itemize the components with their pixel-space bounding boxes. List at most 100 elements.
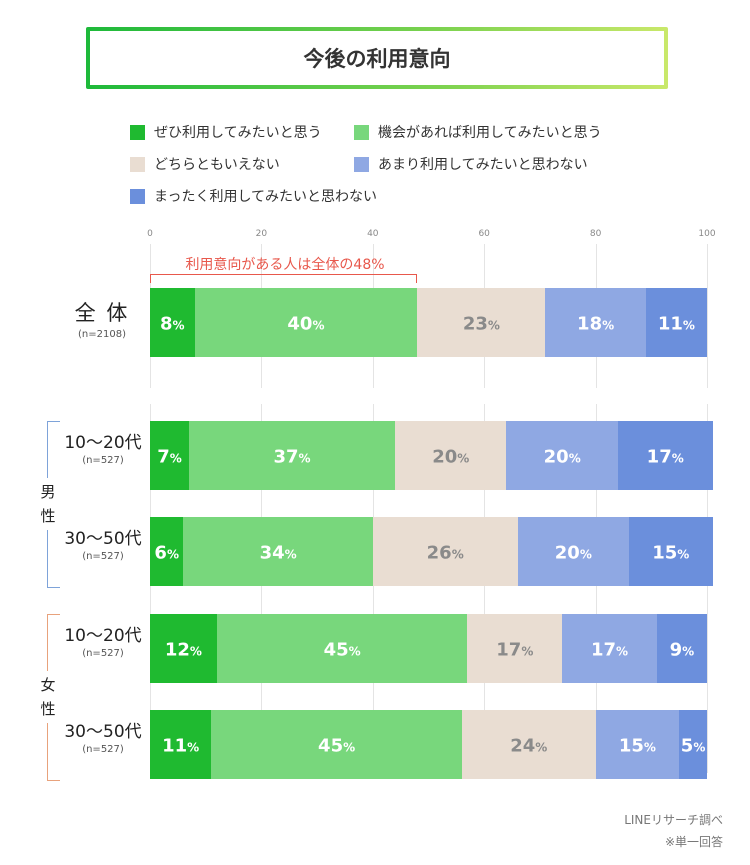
- legend-swatch-neutral: [130, 156, 145, 172]
- gridline: [707, 404, 708, 773]
- bar-segment-not-at-all: [645, 288, 707, 357]
- annotation-bracket: [150, 274, 418, 283]
- gridline: [150, 404, 151, 773]
- row-title-main: 10～20代: [64, 626, 142, 646]
- answer-type-note: ※単一回答: [664, 835, 723, 849]
- bar-segment-definitely: [150, 421, 189, 490]
- axis-tick-label: 40: [367, 229, 379, 239]
- bar-value-label: 24%: [510, 735, 548, 756]
- bar-segment-definitely: [150, 288, 195, 357]
- bar-segment-neutral: [461, 710, 596, 779]
- bar-segment-not-at-all: [679, 710, 707, 779]
- bar-value-label: 6%: [154, 542, 179, 563]
- row-sample-size: (n=2108): [78, 329, 126, 340]
- legend-swatch-not-at-all: [130, 188, 145, 204]
- bar-segment-if-chance: [211, 710, 462, 779]
- bar-segment-neutral: [417, 288, 546, 357]
- bar-segment-not-much: [517, 517, 629, 586]
- bar-value-label: 17%: [646, 446, 684, 467]
- legend-item-not-at-all: まったく利用してみたいと思わない: [130, 186, 377, 206]
- group-label: 女性: [40, 675, 56, 718]
- bar-value-label: 8%: [159, 313, 185, 334]
- row-sample-size: (n=527): [82, 744, 124, 755]
- bar-segment-if-chance: [194, 288, 418, 357]
- legend-item-neutral: どちらともいえない: [130, 154, 280, 174]
- row-title: 30～50代 (n=527): [64, 524, 141, 562]
- legend-swatch-definitely: [130, 124, 145, 140]
- bar-value-label: 34%: [259, 542, 297, 563]
- bar-segment-neutral: [467, 614, 563, 683]
- legend-label-definitely: ぜひ利用してみたいと思う: [154, 125, 322, 141]
- row-title-main: 10～20代: [64, 433, 142, 453]
- source-credit: LINEリサーチ調べ: [624, 813, 723, 827]
- row-title-main: 30～50代: [64, 722, 142, 742]
- axis-tick-label: 0: [147, 229, 153, 239]
- bar-segment-definitely: [150, 710, 212, 779]
- bar-segment-neutral: [395, 421, 507, 490]
- row-sample-size: (n=527): [82, 551, 124, 562]
- axis-tick-label: 100: [698, 229, 716, 239]
- bar-value-label: 20%: [543, 446, 581, 467]
- bar-segment-definitely: [150, 614, 217, 683]
- bar-value-label: 11%: [162, 735, 200, 756]
- bar-segment-not-much: [595, 710, 680, 779]
- row-title: 全 体 (n=2108): [75, 297, 130, 340]
- row-sample-size: (n=527): [82, 648, 124, 659]
- bar-value-label: 37%: [273, 446, 311, 467]
- bar-value-label: 11%: [657, 313, 695, 334]
- row-title-main: 全 体: [74, 301, 130, 325]
- gridline: [707, 244, 708, 388]
- bar-segment-if-chance: [216, 614, 468, 683]
- row-title: 10～20代 (n=527): [64, 428, 141, 466]
- legend-item-definitely: ぜひ利用してみたいと思う: [130, 122, 322, 142]
- group-label-backdrop: [38, 477, 60, 530]
- legend-label-not-at-all: まったく利用してみたいと思わない: [154, 189, 378, 205]
- gridline: [595, 404, 597, 773]
- bar-segment-not-at-all: [617, 421, 713, 490]
- axis-tick-label: 20: [255, 229, 268, 239]
- bar-value-label: 17%: [590, 639, 629, 660]
- chart-title-text: 今後の利用意向: [303, 47, 451, 71]
- row-title-main: 30～50代: [64, 529, 142, 549]
- bar-segment-if-chance: [183, 517, 373, 586]
- bar-value-label: 12%: [164, 639, 202, 660]
- bar-segment-if-chance: [188, 421, 396, 490]
- bar-segment-not-much: [506, 421, 618, 490]
- bar-value-label: 45%: [323, 639, 361, 660]
- bar-segment-definitely: [150, 517, 184, 586]
- bar-value-label: 15%: [618, 735, 656, 756]
- bar-segment-neutral: [372, 517, 518, 586]
- bar-value-label: 26%: [426, 542, 464, 563]
- legend-item-if-chance: 機会があれば利用してみたいと思う: [354, 122, 602, 142]
- bar-value-label: 23%: [462, 313, 500, 334]
- annotation-text: 利用意向がある人は全体の48%: [185, 257, 385, 273]
- gridline: [484, 404, 486, 773]
- legend-item-not-much: あまり利用してみたいと思わない: [354, 154, 588, 174]
- bar-value-label: 18%: [577, 313, 615, 334]
- bar-value-label: 7%: [157, 446, 182, 467]
- bar-value-label: 17%: [496, 639, 534, 660]
- bar-segment-not-at-all: [656, 614, 707, 683]
- bar-value-label: 5%: [680, 735, 706, 756]
- legend-label-neutral: どちらともいえない: [154, 157, 280, 173]
- bar-value-label: 20%: [432, 446, 470, 467]
- row-title: 30～50代 (n=527): [64, 717, 141, 755]
- bar-value-label: 40%: [287, 313, 325, 334]
- bar-segment-not-at-all: [629, 517, 713, 586]
- axis-tick-label: 80: [589, 229, 602, 239]
- chart-title: 今後の利用意向: [86, 27, 668, 89]
- bar-value-label: 9%: [669, 639, 695, 660]
- legend-swatch-not-much: [354, 156, 369, 172]
- legend-label-if-chance: 機会があれば利用してみたいと思う: [378, 125, 602, 141]
- row-sample-size: (n=527): [82, 455, 124, 466]
- bar-segment-not-much: [545, 288, 646, 357]
- group-label-backdrop: [38, 670, 60, 723]
- gridline: [372, 404, 374, 773]
- row-title: 10～20代 (n=527): [64, 621, 141, 659]
- group-label: 男性: [40, 482, 56, 525]
- bar-segment-not-much: [562, 614, 657, 683]
- bar-value-label: 45%: [318, 735, 356, 756]
- legend-swatch-if-chance: [354, 124, 369, 140]
- gridline: [261, 404, 263, 773]
